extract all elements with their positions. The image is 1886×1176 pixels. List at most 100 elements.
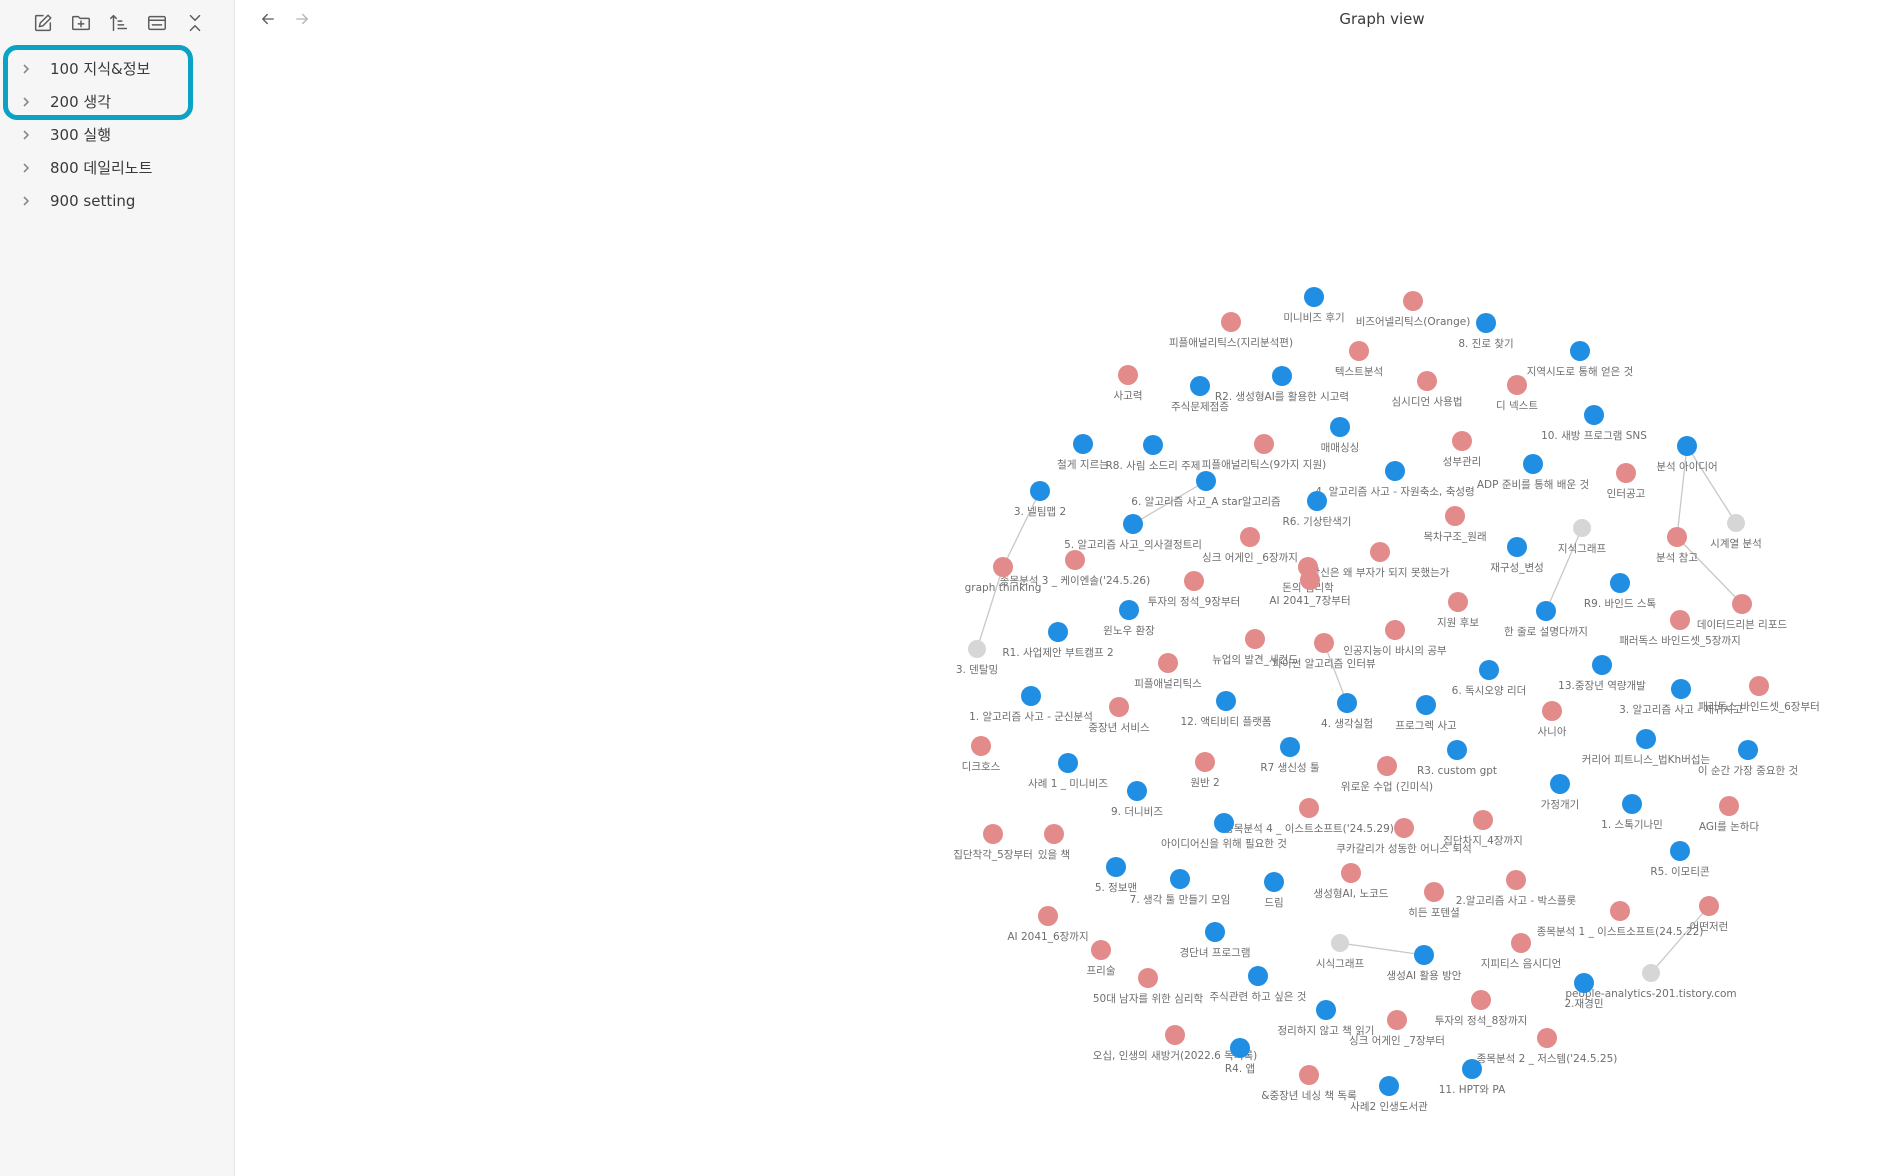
graph-node-dot[interactable]	[1190, 376, 1210, 396]
graph-node[interactable]: 피플애널리틱스(지리분석편)	[1169, 312, 1293, 349]
graph-node-dot[interactable]	[1732, 594, 1752, 614]
graph-node-dot[interactable]	[1165, 1025, 1185, 1045]
graph-node-dot[interactable]	[1299, 798, 1319, 818]
graph-node-dot[interactable]	[1106, 857, 1126, 877]
graph-node-dot[interactable]	[1448, 592, 1468, 612]
graph-node-dot[interactable]	[1445, 506, 1465, 526]
graph-node-dot[interactable]	[1385, 461, 1405, 481]
graph-node[interactable]: 종목분석 2 _ 저스템('24.5.25)	[1477, 1028, 1618, 1065]
graph-node[interactable]: 50대 남자를 위한 심리학	[1093, 968, 1204, 1005]
graph-node-dot[interactable]	[993, 557, 1013, 577]
graph-node-dot[interactable]	[1417, 371, 1437, 391]
graph-node-dot[interactable]	[1058, 753, 1078, 773]
graph-node[interactable]: 주식문제점증	[1171, 376, 1229, 413]
graph-node[interactable]: 분석 아이디어	[1656, 436, 1718, 473]
graph-node-dot[interactable]	[1091, 940, 1111, 960]
graph-node-dot[interactable]	[1610, 901, 1630, 921]
graph-node-dot[interactable]	[1394, 818, 1414, 838]
graph-node-dot[interactable]	[1195, 752, 1215, 772]
graph-node[interactable]: 종목분석 4 _ 이스트소프트('24.5.29)	[1224, 798, 1394, 835]
graph-node-dot[interactable]	[1304, 287, 1324, 307]
graph-node[interactable]: 주식관련 하고 싶은 것	[1210, 966, 1307, 1003]
graph-node-dot[interactable]	[1205, 922, 1225, 942]
graph-node[interactable]: 재구성_변성	[1490, 537, 1544, 574]
graph-node-dot[interactable]	[1416, 695, 1436, 715]
graph-node-dot[interactable]	[1264, 872, 1284, 892]
graph-node[interactable]: 매매싱싱	[1321, 417, 1360, 454]
graph-node[interactable]: graph thinking	[965, 557, 1042, 594]
graph-node[interactable]: 투자의 정석_8장까지	[1435, 990, 1528, 1027]
graph-node-dot[interactable]	[1230, 1038, 1250, 1058]
graph-node-dot[interactable]	[1307, 491, 1327, 511]
graph-node-dot[interactable]	[1300, 570, 1320, 590]
graph-node[interactable]: 3. 덴탈밍	[956, 640, 998, 676]
graph-node[interactable]: 4. 알고리즘 사고 - 자원축소, 축성령	[1315, 461, 1475, 498]
forward-button[interactable]	[290, 6, 314, 32]
graph-node-dot[interactable]	[1610, 573, 1630, 593]
graph-node[interactable]: 7. 생각 툴 만들기 모임	[1130, 869, 1231, 906]
graph-node-dot[interactable]	[1511, 933, 1531, 953]
graph-node-dot[interactable]	[1550, 774, 1570, 794]
graph-node-dot[interactable]	[1221, 312, 1241, 332]
graph-node-dot[interactable]	[1316, 1000, 1336, 1020]
graph-node[interactable]: 6. 독시오양 리더	[1452, 660, 1527, 697]
graph-node[interactable]: R4. 앱	[1225, 1038, 1255, 1075]
graph-node-dot[interactable]	[1214, 813, 1234, 833]
graph-node[interactable]: 지식그래프	[1558, 519, 1607, 555]
graph-node-dot[interactable]	[1642, 964, 1660, 982]
graph-node[interactable]: 텍스트분석	[1335, 341, 1383, 378]
graph-node-dot[interactable]	[1749, 676, 1769, 696]
graph-node[interactable]: 아이디어신을 위해 필요한 것	[1161, 813, 1287, 850]
graph-node[interactable]: 데이터드리븐 리포드	[1697, 594, 1788, 631]
graph-node[interactable]: 원반 2	[1190, 752, 1220, 789]
graph-node[interactable]: 한 줄로 설명다까지	[1504, 601, 1588, 638]
graph-node-dot[interactable]	[1349, 341, 1369, 361]
graph-node[interactable]: 있을 책	[1038, 824, 1070, 861]
graph-node[interactable]: R7 생신성 툴	[1260, 737, 1320, 774]
graph-node-dot[interactable]	[1330, 417, 1350, 437]
collapse-panel-button[interactable]	[138, 10, 176, 36]
graph-node-dot[interactable]	[1379, 1076, 1399, 1096]
graph-node-dot[interactable]	[1337, 693, 1357, 713]
graph-node[interactable]: 뉴업의 발견_세컨드	[1212, 629, 1298, 666]
graph-node-dot[interactable]	[1158, 653, 1178, 673]
graph-node[interactable]: 쿠카갈리가 성동한 어니스 퇴석	[1336, 818, 1472, 855]
graph-node[interactable]: 패러독스 바인드셋_6장부터	[1698, 676, 1820, 713]
graph-node-dot[interactable]	[1272, 366, 1292, 386]
graph-node-dot[interactable]	[1523, 454, 1543, 474]
graph-node[interactable]: 생성형AI, 노코드	[1314, 863, 1389, 900]
graph-node[interactable]: 커리어 피트니스_법Kh버섭는	[1582, 729, 1711, 766]
new-note-button[interactable]	[24, 10, 62, 36]
graph-node-dot[interactable]	[1387, 1010, 1407, 1030]
graph-node-dot[interactable]	[1048, 622, 1068, 642]
graph-node-dot[interactable]	[1671, 679, 1691, 699]
graph-node[interactable]: 오십, 인생의 새방거(2022.6 독서록)	[1093, 1025, 1258, 1062]
graph-node-dot[interactable]	[1138, 968, 1158, 988]
graph-node[interactable]: 파이썬 알고리즘 인터뷰	[1272, 633, 1376, 670]
graph-node[interactable]: 3. 넬팀맵 2	[1014, 481, 1066, 518]
graph-node-dot[interactable]	[1424, 882, 1444, 902]
graph-node-dot[interactable]	[1670, 610, 1690, 630]
graph-node-dot[interactable]	[1314, 633, 1334, 653]
graph-node-dot[interactable]	[1738, 740, 1758, 760]
graph-node[interactable]: 2.알고리즘 사고 - 박스플롯	[1456, 870, 1577, 907]
collapse-all-button[interactable]	[176, 10, 214, 36]
graph-node-dot[interactable]	[1476, 313, 1496, 333]
graph-node[interactable]: 사례 1 _ 미니비즈	[1028, 753, 1108, 790]
graph-node-dot[interactable]	[1254, 434, 1274, 454]
graph-node[interactable]: 2.재경민	[1565, 973, 1604, 1010]
graph-node-dot[interactable]	[1622, 794, 1642, 814]
graph-node[interactable]: people-analytics-201.tistory.com	[1565, 964, 1737, 1000]
graph-node[interactable]: 심시디언 사용법	[1392, 371, 1463, 408]
graph-node-dot[interactable]	[1370, 542, 1390, 562]
graph-node-dot[interactable]	[968, 640, 986, 658]
graph-node[interactable]: 11. HPT와 PA	[1439, 1059, 1506, 1096]
graph-node[interactable]: R9. 바인드 스톡	[1584, 573, 1657, 610]
graph-node[interactable]: 인터공고	[1607, 463, 1646, 500]
folder-100[interactable]: 100 지식&정보	[0, 52, 234, 85]
graph-node-dot[interactable]	[1574, 973, 1594, 993]
graph-node[interactable]: 3. 알고리즘 사고 - 재귀시고	[1619, 679, 1743, 716]
graph-node[interactable]: AGI를 논하다	[1699, 796, 1760, 833]
graph-node[interactable]: 디크호스	[962, 736, 1001, 773]
graph-node[interactable]: 피플애널리틱스(9가지 지원)	[1202, 434, 1326, 471]
